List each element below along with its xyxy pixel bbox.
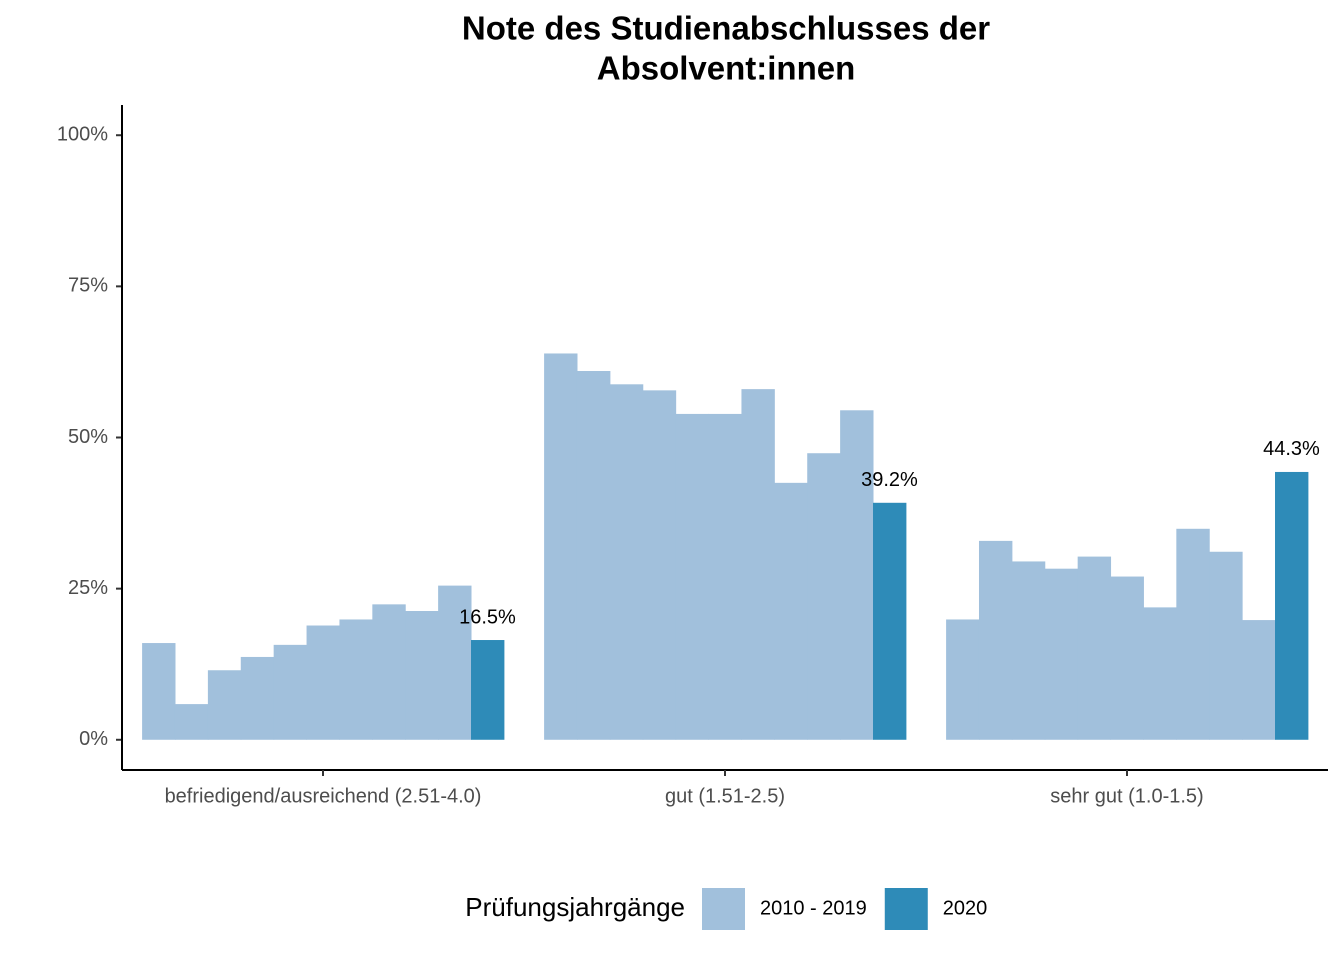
bar xyxy=(1110,576,1144,740)
bar xyxy=(174,704,209,740)
data-label: 16.5% xyxy=(459,606,516,628)
legend-title: Prüfungsjahrgänge xyxy=(465,892,685,922)
bar xyxy=(609,384,644,740)
bar xyxy=(1044,568,1079,740)
x-tick-label: sehr gut (1.0-1.5) xyxy=(1050,785,1203,807)
bar xyxy=(1011,561,1046,740)
x-tick-label: gut (1.51-2.5) xyxy=(665,785,785,807)
bar xyxy=(774,482,808,740)
bar xyxy=(142,643,176,740)
bar xyxy=(873,502,907,740)
bar xyxy=(544,353,578,740)
bar xyxy=(438,585,472,740)
bar xyxy=(1275,471,1309,740)
bar xyxy=(642,390,677,740)
bar xyxy=(1176,528,1210,740)
y-tick-label: 50% xyxy=(68,426,108,448)
bar xyxy=(708,413,742,740)
bar xyxy=(576,371,611,740)
bar xyxy=(405,611,439,740)
y-tick-label: 25% xyxy=(68,577,108,599)
bar xyxy=(1143,607,1177,740)
bar xyxy=(471,640,505,740)
bar xyxy=(1077,556,1112,740)
data-label: 39.2% xyxy=(861,469,918,491)
bar xyxy=(207,670,242,740)
legend-swatch xyxy=(702,888,745,930)
bar xyxy=(741,389,775,740)
bar xyxy=(1209,551,1243,740)
chart-title: Absolvent:innen xyxy=(597,50,856,87)
chart-title: Note des Studienabschlusses der xyxy=(462,10,990,47)
bar xyxy=(675,413,710,740)
y-tick-label: 100% xyxy=(57,124,108,146)
x-tick-label: befriedigend/ausreichend (2.51-4.0) xyxy=(165,785,482,807)
bar xyxy=(946,619,980,740)
bar xyxy=(840,410,874,740)
bar xyxy=(978,540,1013,740)
y-tick-label: 75% xyxy=(68,275,108,297)
legend-label: 2020 xyxy=(943,897,988,919)
bar xyxy=(1242,620,1276,740)
legend-label: 2010 - 2019 xyxy=(760,897,867,919)
bar xyxy=(372,604,406,740)
bar xyxy=(240,656,275,740)
bar xyxy=(339,619,373,740)
bar xyxy=(807,453,841,740)
y-tick-label: 0% xyxy=(79,728,108,750)
bar xyxy=(306,625,340,740)
data-label: 44.3% xyxy=(1263,438,1320,460)
bar xyxy=(273,644,308,740)
legend-swatch xyxy=(884,888,928,930)
